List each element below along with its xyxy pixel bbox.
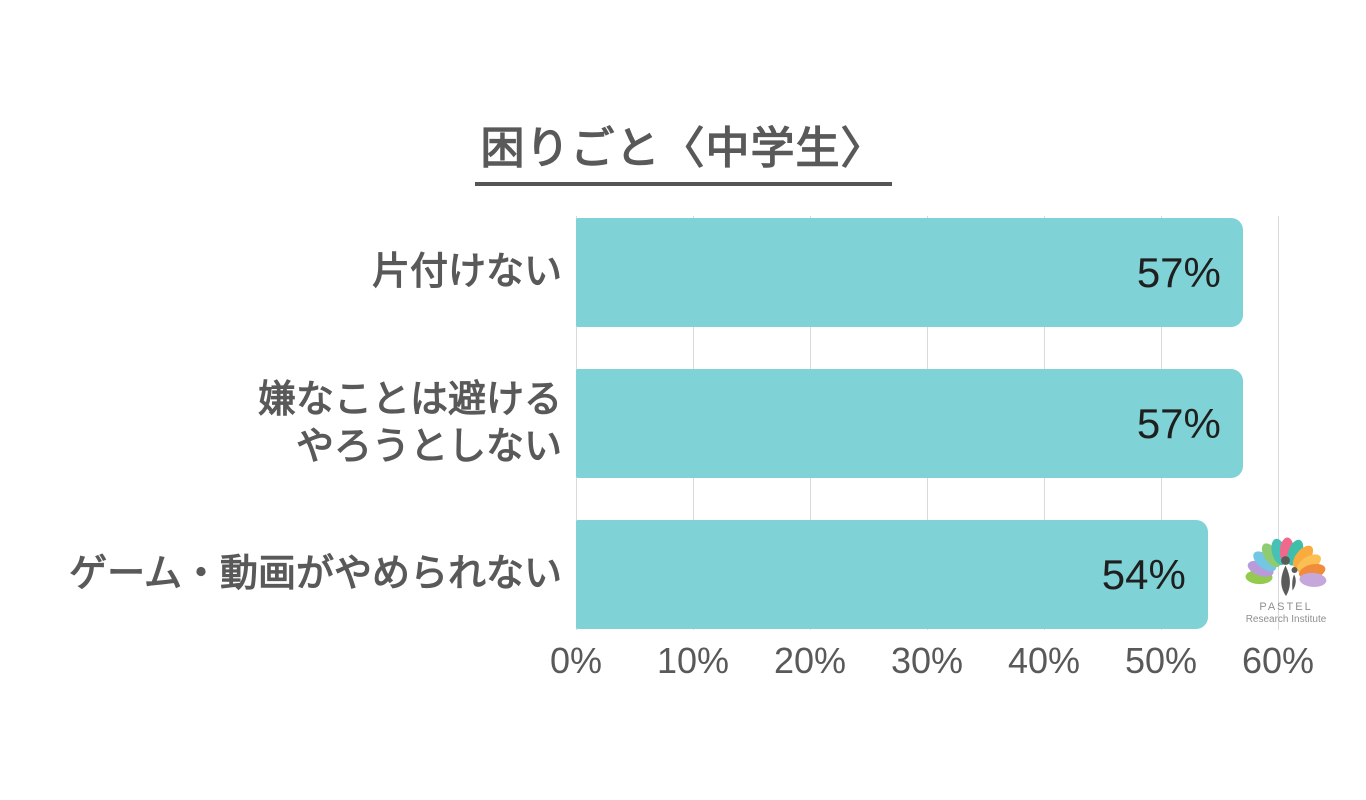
category-label: ゲーム・動画がやめられない xyxy=(69,553,562,596)
category-label: 片付けない xyxy=(371,251,562,294)
x-tick-label: 40% xyxy=(1007,640,1081,681)
bar-track: 57% xyxy=(576,218,1278,327)
x-tick-label: 10% xyxy=(656,640,730,681)
bar-track: 57% xyxy=(576,369,1278,478)
logo-figure-child-head xyxy=(1291,567,1298,573)
bar-track: 54% xyxy=(576,520,1278,629)
bar: 57% xyxy=(576,218,1243,327)
gridline xyxy=(1278,216,1279,630)
bar-value-label: 57% xyxy=(1136,399,1221,447)
logo-figure-body xyxy=(1281,565,1290,596)
pastel-logo-icon xyxy=(1245,537,1327,596)
x-tick-label: 50% xyxy=(1124,640,1198,681)
bar: 54% xyxy=(576,520,1208,629)
bar-chart: 片付けない 57% 嫌なことは避ける やろうとしない 57% ゲーム・動画がやめ… xyxy=(0,216,1279,630)
x-tick-label: 0% xyxy=(549,640,603,681)
pastel-logo: PASTEL Research Institute xyxy=(1228,518,1344,625)
logo-figure-child-body xyxy=(1292,574,1296,591)
category-label: 嫌なことは避ける やろうとしない xyxy=(257,379,562,468)
logo-figure-head xyxy=(1281,556,1290,565)
chart-title: 困りごと〈中学生〉 xyxy=(474,112,892,186)
bar-row: 嫌なことは避ける やろうとしない 57% xyxy=(0,369,1278,478)
x-tick-label: 30% xyxy=(890,640,964,681)
logo-petal xyxy=(1253,551,1277,572)
logo-petal xyxy=(1292,545,1314,569)
title-area: 困りごと〈中学生〉 xyxy=(0,112,1366,186)
bar-value-label: 54% xyxy=(1101,550,1186,598)
x-tick-label: 60% xyxy=(1241,640,1315,681)
logo-text-institute: Research Institute xyxy=(1245,613,1327,625)
bar: 57% xyxy=(576,369,1243,478)
bar-row: ゲーム・動画がやめられない 54% xyxy=(0,520,1278,629)
x-axis: 0% 10% 20% 30% 40% 50% 60% xyxy=(550,640,1314,686)
x-tick-label: 20% xyxy=(773,640,847,681)
bar-value-label: 57% xyxy=(1136,248,1221,296)
logo-text-pastel: PASTEL xyxy=(1259,601,1313,613)
logo-petal xyxy=(1299,572,1327,587)
bar-row: 片付けない 57% xyxy=(0,218,1278,327)
bar-rows: 片付けない 57% 嫌なことは避ける やろうとしない 57% ゲーム・動画がやめ… xyxy=(0,218,1278,629)
